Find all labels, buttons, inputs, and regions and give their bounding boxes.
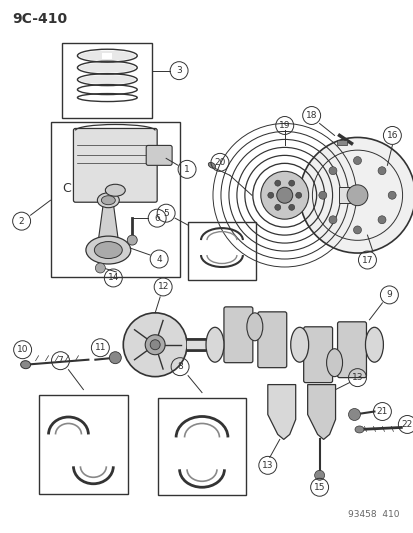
Text: 18: 18 — [305, 111, 317, 120]
Text: 17: 17 — [361, 255, 372, 264]
Circle shape — [299, 138, 413, 253]
Text: 11: 11 — [95, 343, 106, 352]
Circle shape — [267, 192, 273, 198]
FancyBboxPatch shape — [73, 128, 157, 202]
Ellipse shape — [246, 313, 262, 341]
Ellipse shape — [354, 426, 363, 433]
Circle shape — [348, 408, 360, 421]
Ellipse shape — [79, 51, 135, 61]
Circle shape — [328, 167, 336, 175]
Ellipse shape — [86, 236, 131, 264]
Ellipse shape — [326, 349, 342, 377]
Circle shape — [387, 191, 395, 199]
Text: C: C — [62, 182, 71, 195]
Bar — [338, 187, 351, 203]
Text: 7: 7 — [57, 356, 63, 365]
Text: 13: 13 — [261, 461, 273, 470]
Text: 12: 12 — [157, 282, 169, 292]
Ellipse shape — [21, 361, 31, 369]
Text: 13: 13 — [351, 373, 362, 382]
Circle shape — [288, 204, 294, 211]
Circle shape — [314, 470, 324, 480]
Text: 3: 3 — [176, 66, 182, 75]
FancyBboxPatch shape — [337, 322, 366, 377]
FancyBboxPatch shape — [303, 327, 332, 383]
Bar — [158, 398, 245, 495]
FancyBboxPatch shape — [257, 312, 286, 368]
Text: 22: 22 — [401, 420, 412, 429]
Text: 6: 6 — [154, 214, 160, 223]
Circle shape — [377, 216, 385, 224]
Bar — [336, 140, 346, 146]
Bar — [38, 394, 128, 494]
FancyBboxPatch shape — [223, 307, 252, 362]
Circle shape — [288, 180, 294, 186]
Bar — [188, 222, 255, 280]
Circle shape — [328, 216, 336, 224]
Text: 21: 21 — [376, 407, 387, 416]
Ellipse shape — [94, 241, 122, 259]
Circle shape — [150, 340, 160, 350]
Circle shape — [295, 192, 301, 198]
Circle shape — [353, 157, 361, 165]
Circle shape — [274, 204, 280, 211]
Text: 8: 8 — [177, 362, 183, 371]
Ellipse shape — [206, 327, 223, 362]
Polygon shape — [98, 203, 118, 240]
Circle shape — [353, 226, 361, 234]
Polygon shape — [307, 385, 335, 439]
Polygon shape — [267, 385, 295, 439]
Text: 14: 14 — [107, 273, 119, 282]
Circle shape — [260, 171, 308, 219]
Ellipse shape — [365, 327, 382, 362]
Ellipse shape — [290, 327, 308, 362]
Text: 10: 10 — [17, 345, 28, 354]
Circle shape — [127, 235, 137, 245]
Ellipse shape — [79, 63, 135, 72]
Circle shape — [377, 167, 385, 175]
Text: 19: 19 — [278, 121, 290, 130]
Text: 20: 20 — [214, 158, 225, 167]
Text: 2: 2 — [19, 216, 24, 225]
Text: 93458  410: 93458 410 — [347, 510, 399, 519]
Text: 15: 15 — [313, 483, 325, 492]
Bar — [102, 53, 112, 59]
Text: 16: 16 — [386, 131, 397, 140]
Text: 1: 1 — [184, 165, 190, 174]
Text: 9: 9 — [386, 290, 391, 300]
Text: 5: 5 — [163, 209, 169, 217]
Bar — [50, 123, 180, 277]
Text: 9C-410: 9C-410 — [13, 12, 68, 26]
Circle shape — [123, 313, 187, 377]
Ellipse shape — [97, 193, 119, 208]
Ellipse shape — [79, 75, 135, 84]
Circle shape — [346, 185, 367, 206]
Circle shape — [109, 352, 121, 364]
Circle shape — [95, 263, 105, 273]
Circle shape — [274, 180, 280, 186]
Ellipse shape — [208, 163, 215, 168]
Text: 4: 4 — [156, 255, 161, 263]
Ellipse shape — [101, 196, 115, 205]
Circle shape — [318, 191, 326, 199]
Circle shape — [145, 335, 165, 354]
Circle shape — [276, 187, 292, 203]
FancyBboxPatch shape — [146, 146, 172, 165]
Ellipse shape — [105, 184, 125, 196]
Bar — [62, 43, 152, 117]
